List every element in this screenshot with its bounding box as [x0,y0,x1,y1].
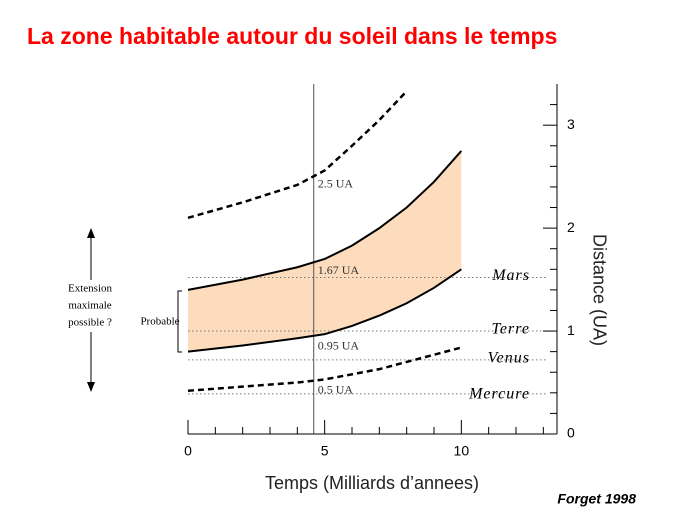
reference-label: Mars [491,267,530,284]
reference-label: Terre [492,321,531,338]
annotation: 0.5 UA [318,383,354,397]
y-axis-label: Distance (UA) [589,234,609,346]
zone-upper-line [187,150,463,291]
x-tick-label: 0 [184,443,192,459]
y-tick-label: 0 [567,425,575,441]
extension-label: maximale [68,300,111,312]
series-line [187,346,462,393]
source: Forget 1998 [557,491,636,507]
y-tick-label: 1 [567,322,575,338]
habitable-zone [188,150,462,352]
chart-title: La zone habitable autour du soleil dans … [27,23,557,49]
annotation: 0.95 UA [318,338,360,352]
extension-bg [58,280,124,332]
x-tick-label: 5 [321,443,329,459]
x-axis-label: Temps (Milliards d’annees) [265,473,479,493]
reference-label: Venus [488,350,530,367]
annotation: 1.67 UA [318,263,360,277]
extension-label: possible ? [68,317,112,329]
y-tick-label: 3 [567,116,575,132]
extension-label: Extension [68,283,112,295]
annotation: 2.5 UA [318,177,354,191]
series-line [187,90,408,220]
probable-label: Probable [140,316,179,328]
x-tick-label: 10 [454,443,470,459]
y-tick-label: 2 [567,219,575,235]
zone-lower-line [187,268,462,353]
probable-bracket [177,290,182,353]
reference-label: Mercure [468,386,530,403]
